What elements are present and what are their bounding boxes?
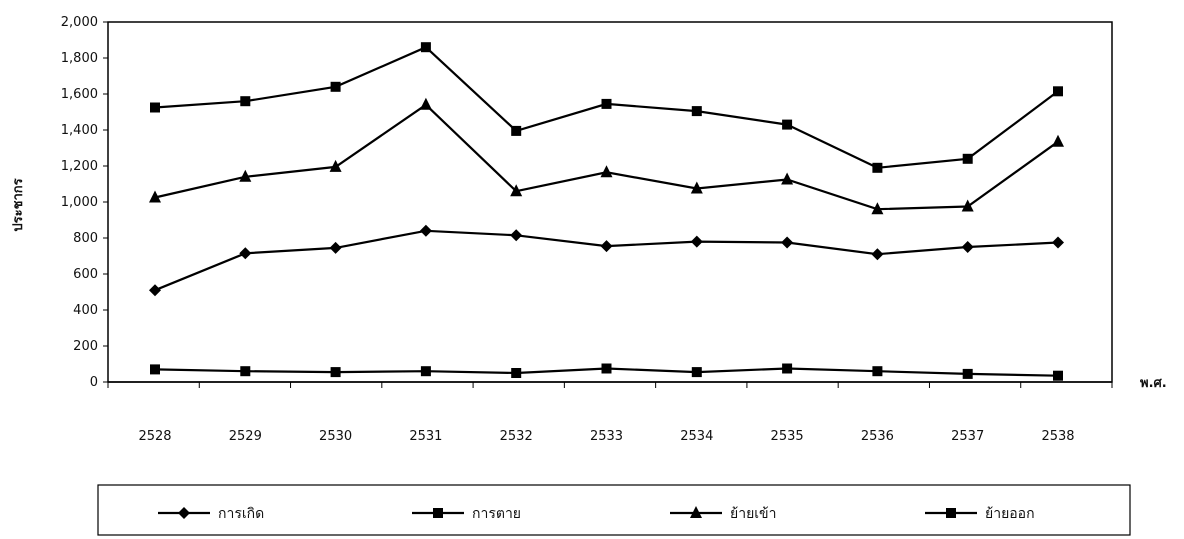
data-point bbox=[510, 184, 523, 197]
legend-items: การเกิด การตาย ย้ายเข้า ย้ายออก bbox=[158, 506, 1035, 522]
series-move-out bbox=[150, 363, 1063, 381]
data-point bbox=[782, 119, 793, 130]
data-point bbox=[871, 202, 884, 215]
data-point bbox=[961, 199, 974, 212]
y-tick-label: 0 bbox=[90, 375, 98, 390]
data-point bbox=[601, 363, 612, 374]
x-tick-label: 2534 bbox=[680, 429, 713, 444]
legend-item-move-in: ย้ายเข้า bbox=[670, 506, 776, 522]
data-point bbox=[872, 162, 883, 173]
series-deaths bbox=[150, 42, 1063, 173]
data-point bbox=[239, 169, 252, 182]
data-point bbox=[691, 106, 702, 117]
data-point bbox=[150, 364, 160, 375]
x-tick-label: 2532 bbox=[500, 429, 533, 444]
y-tick-label: 1,600 bbox=[61, 87, 98, 102]
data-point bbox=[240, 366, 251, 377]
series-layer bbox=[149, 42, 1064, 381]
legend-item-deaths: การตาย bbox=[412, 506, 521, 522]
data-point bbox=[600, 240, 613, 253]
data-point bbox=[149, 284, 161, 297]
data-point bbox=[330, 81, 341, 92]
data-point bbox=[329, 159, 342, 172]
data-point bbox=[600, 165, 613, 178]
x-tick-label: 2533 bbox=[590, 429, 623, 444]
data-point bbox=[510, 229, 523, 242]
data-point bbox=[1052, 134, 1064, 147]
data-point bbox=[961, 241, 974, 253]
data-point bbox=[690, 181, 703, 194]
data-point bbox=[419, 97, 432, 110]
data-point bbox=[782, 363, 793, 374]
x-tick-label: 2528 bbox=[138, 429, 171, 444]
data-point bbox=[511, 125, 522, 136]
data-point bbox=[511, 368, 522, 378]
data-point bbox=[1053, 370, 1063, 381]
x-axis-label: พ.ศ. bbox=[1140, 376, 1167, 391]
y-tick-label: 200 bbox=[73, 339, 98, 354]
data-point bbox=[150, 102, 160, 113]
data-point bbox=[329, 241, 342, 254]
data-point bbox=[690, 235, 703, 248]
data-point bbox=[149, 190, 161, 203]
data-point bbox=[420, 42, 431, 53]
data-point bbox=[962, 368, 973, 379]
legend-label: ย้ายเข้า bbox=[730, 506, 776, 522]
legend-marker bbox=[178, 507, 190, 519]
legend-label: การเกิด bbox=[218, 506, 264, 522]
x-tick-label: 2529 bbox=[229, 429, 262, 444]
series-births bbox=[149, 224, 1064, 297]
x-tick-label: 2536 bbox=[861, 429, 894, 444]
data-point bbox=[781, 172, 794, 185]
y-axis-ticks: 0 200 400 600 800 1,000 1,200 1,400 1,600 1,800 2,… bbox=[61, 15, 108, 390]
x-tick-label: 2537 bbox=[951, 429, 984, 444]
x-tick-label: 2531 bbox=[409, 429, 442, 444]
data-point bbox=[239, 247, 252, 260]
legend-marker bbox=[433, 508, 443, 518]
data-point bbox=[871, 248, 884, 261]
y-tick-label: 1,800 bbox=[61, 51, 98, 66]
legend-frame bbox=[97, 484, 1131, 536]
y-tick-label: 1,200 bbox=[61, 159, 98, 174]
data-point bbox=[962, 153, 973, 164]
y-tick-label: 1,000 bbox=[61, 195, 98, 210]
legend: การเกิด การตาย ย้ายเข้า ย้ายออก bbox=[97, 484, 1131, 536]
x-tick-label: 2535 bbox=[771, 429, 804, 444]
plot-frame bbox=[107, 21, 1113, 383]
series-line bbox=[154, 229, 1059, 292]
y-tick-label: 1,400 bbox=[61, 123, 98, 138]
data-point bbox=[240, 96, 251, 107]
x-tick-label: 2530 bbox=[319, 429, 352, 444]
y-tick-label: 800 bbox=[73, 231, 98, 246]
legend-item-births: การเกิด bbox=[158, 506, 264, 522]
data-point bbox=[781, 236, 794, 249]
series-move-in bbox=[149, 97, 1064, 215]
y-axis-label: ประชากร bbox=[11, 178, 26, 231]
legend-item-move-out: ย้ายออก bbox=[925, 506, 1035, 522]
data-point bbox=[691, 367, 702, 378]
legend-label: ย้ายออก bbox=[985, 506, 1035, 522]
data-point bbox=[872, 366, 883, 377]
y-tick-label: 600 bbox=[73, 267, 98, 282]
legend-label: การตาย bbox=[472, 506, 521, 522]
series-line bbox=[154, 103, 1059, 211]
data-point bbox=[601, 98, 612, 109]
data-point bbox=[419, 224, 432, 237]
x-axis-ticks: 2528 2529 2530 2531 2532 2533 2534 2535 2536 2537… bbox=[107, 382, 1113, 444]
x-tick-label: 2538 bbox=[1041, 429, 1074, 444]
legend-marker bbox=[690, 506, 702, 518]
data-point bbox=[1053, 86, 1063, 97]
data-point bbox=[420, 366, 431, 377]
legend-marker bbox=[946, 508, 956, 518]
data-point bbox=[330, 367, 341, 378]
y-tick-label: 2,000 bbox=[61, 15, 98, 30]
y-tick-label: 400 bbox=[73, 303, 98, 318]
data-point bbox=[1052, 236, 1064, 249]
plot-area bbox=[107, 21, 1113, 383]
